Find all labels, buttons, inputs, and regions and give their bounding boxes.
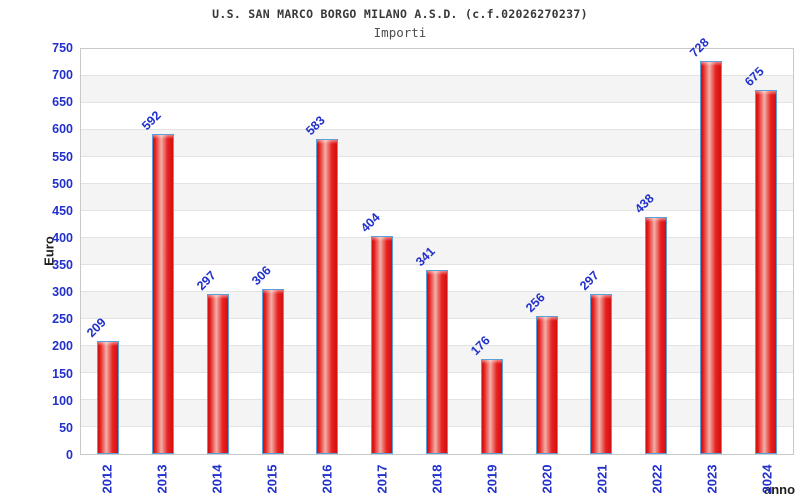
gridline — [81, 264, 793, 265]
bar-2016: 583 — [304, 114, 339, 454]
x-tick-label: 2012 — [99, 464, 115, 494]
gridline — [81, 156, 793, 157]
y-tick-label: 100 — [52, 393, 73, 408]
bar-2012: 209 — [84, 315, 120, 454]
bar-2015: 306 — [249, 263, 284, 454]
y-tick-label: 0 — [66, 448, 73, 462]
bar-2017: 404 — [358, 210, 394, 454]
bar-2023: 728 — [687, 35, 722, 454]
plot-band — [81, 130, 793, 157]
gridline — [81, 75, 793, 76]
y-tick-label: 650 — [52, 95, 73, 110]
y-tick-label: 150 — [52, 366, 73, 381]
x-tick-label: 2016 — [319, 464, 335, 494]
x-tick-label: 2022 — [649, 464, 665, 494]
bar-2013: 592 — [139, 109, 175, 454]
plot-band — [81, 184, 793, 211]
bar-value-label: 209 — [84, 315, 110, 341]
x-tick-label: 2023 — [704, 464, 720, 494]
y-tick-label: 550 — [52, 149, 73, 164]
y-tick-label: 250 — [52, 312, 73, 327]
bar-value-label: 297 — [577, 267, 603, 293]
x-tick-label: 2024 — [759, 464, 775, 494]
bar-value-label: 306 — [248, 263, 274, 288]
x-tick-label: 2018 — [429, 464, 445, 494]
gridline — [81, 129, 793, 130]
x-tick-label: 2021 — [594, 464, 610, 494]
bar-value-label: 297 — [194, 267, 219, 293]
plot-band — [81, 76, 793, 103]
gridline — [81, 237, 793, 238]
y-tick-label: 750 — [52, 41, 73, 55]
y-tick-label: 700 — [52, 68, 73, 83]
y-tick-label: 500 — [52, 176, 73, 191]
bar-2020: 256 — [523, 290, 558, 454]
plot-band — [81, 238, 793, 265]
bar-2019: 176 — [468, 333, 503, 454]
x-tick-label: 2013 — [154, 464, 170, 494]
bar-2014: 297 — [194, 268, 229, 454]
y-tick-label: 200 — [52, 339, 73, 354]
y-tick-label: 450 — [52, 203, 73, 218]
y-tick-label: 400 — [52, 230, 73, 245]
x-tick-label: 2015 — [264, 464, 280, 494]
x-tick-label: 2020 — [539, 464, 555, 494]
gridline — [81, 183, 793, 185]
y-tick-label: 600 — [52, 122, 73, 137]
x-tick-label: 2017 — [374, 464, 390, 494]
chart-title: U.S. SAN MARCO BORGO MILANO A.S.D. (c.f.… — [212, 7, 588, 21]
bar-2018: 341 — [413, 244, 448, 454]
gridline — [81, 102, 793, 103]
bar-2022: 438 — [632, 192, 668, 454]
y-tick-label: 300 — [52, 285, 73, 300]
x-axis-title: anno — [764, 482, 796, 497]
y-tick-label: 350 — [52, 258, 73, 273]
y-tick-label: 50 — [59, 420, 73, 435]
bar-2024: 675 — [742, 64, 777, 454]
chart-subtitle: Importi — [373, 25, 427, 40]
gridline — [81, 210, 793, 211]
x-tick-label: 2019 — [484, 464, 500, 494]
bar-value-label: 404 — [358, 210, 383, 235]
plot-area: 209 592 297 306 583 404 341 176 256 297 438 728 675 — [80, 35, 794, 455]
bar-2021: 297 — [577, 268, 613, 454]
x-tick-label: 2014 — [209, 464, 225, 494]
